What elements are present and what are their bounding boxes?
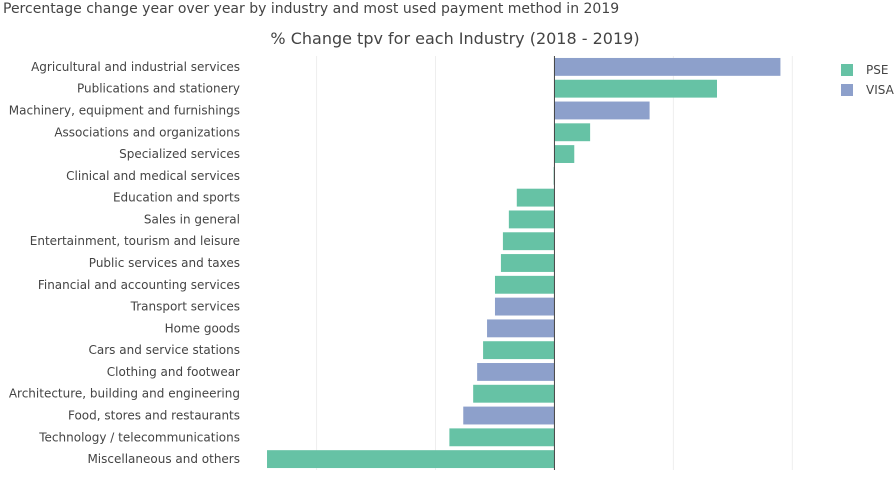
category-label: Public services and taxes bbox=[89, 256, 240, 270]
bar bbox=[463, 406, 555, 425]
category-label: Home goods bbox=[165, 321, 240, 335]
category-labels: Agricultural and industrial services Publ… bbox=[9, 60, 240, 466]
bar bbox=[554, 79, 717, 98]
chart-title: % Change tpv for each Industry (2018 - 2… bbox=[270, 29, 639, 48]
bars bbox=[267, 57, 781, 469]
bar bbox=[267, 450, 555, 469]
bar bbox=[516, 188, 555, 207]
bar bbox=[554, 123, 591, 142]
bar bbox=[473, 384, 555, 403]
category-label: Publications and stationery bbox=[77, 82, 240, 96]
category-label: Agricultural and industrial services bbox=[31, 60, 240, 74]
category-label: Specialized services bbox=[119, 147, 240, 161]
category-label: Food, stores and restaurants bbox=[68, 409, 240, 423]
category-label: Entertainment, tourism and leisure bbox=[30, 234, 240, 248]
category-label: Clothing and footwear bbox=[107, 365, 240, 379]
bar bbox=[477, 363, 555, 381]
legend[interactable]: PSE VISA bbox=[841, 63, 895, 97]
legend-label: PSE bbox=[866, 63, 888, 77]
bar bbox=[483, 341, 555, 360]
bar bbox=[508, 210, 555, 229]
gridlines bbox=[316, 56, 793, 470]
category-label: Education and sports bbox=[113, 191, 240, 205]
category-label: Transport services bbox=[130, 300, 240, 314]
category-label: Architecture, building and engineering bbox=[9, 387, 240, 401]
bar bbox=[502, 232, 555, 251]
bar bbox=[487, 319, 555, 338]
page-title: Percentage change year over year by indu… bbox=[3, 1, 620, 17]
legend-swatch bbox=[841, 64, 853, 76]
bar bbox=[494, 297, 555, 316]
legend-swatch bbox=[841, 84, 853, 96]
legend-label: VISA bbox=[866, 83, 895, 97]
category-label: Financial and accounting services bbox=[38, 278, 240, 292]
category-label: Miscellaneous and others bbox=[87, 452, 240, 466]
bar bbox=[554, 101, 650, 120]
category-label: Sales in general bbox=[144, 212, 240, 226]
category-label: Clinical and medical services bbox=[66, 169, 240, 183]
bar bbox=[554, 145, 575, 163]
bar bbox=[449, 428, 555, 447]
bar bbox=[500, 254, 555, 272]
category-label: Cars and service stations bbox=[89, 343, 240, 357]
bar bbox=[494, 275, 555, 294]
category-label: Associations and organizations bbox=[54, 125, 240, 139]
bar bbox=[554, 57, 781, 76]
category-label: Machinery, equipment and furnishings bbox=[9, 103, 240, 117]
category-label: Technology / telecommunications bbox=[38, 430, 240, 444]
